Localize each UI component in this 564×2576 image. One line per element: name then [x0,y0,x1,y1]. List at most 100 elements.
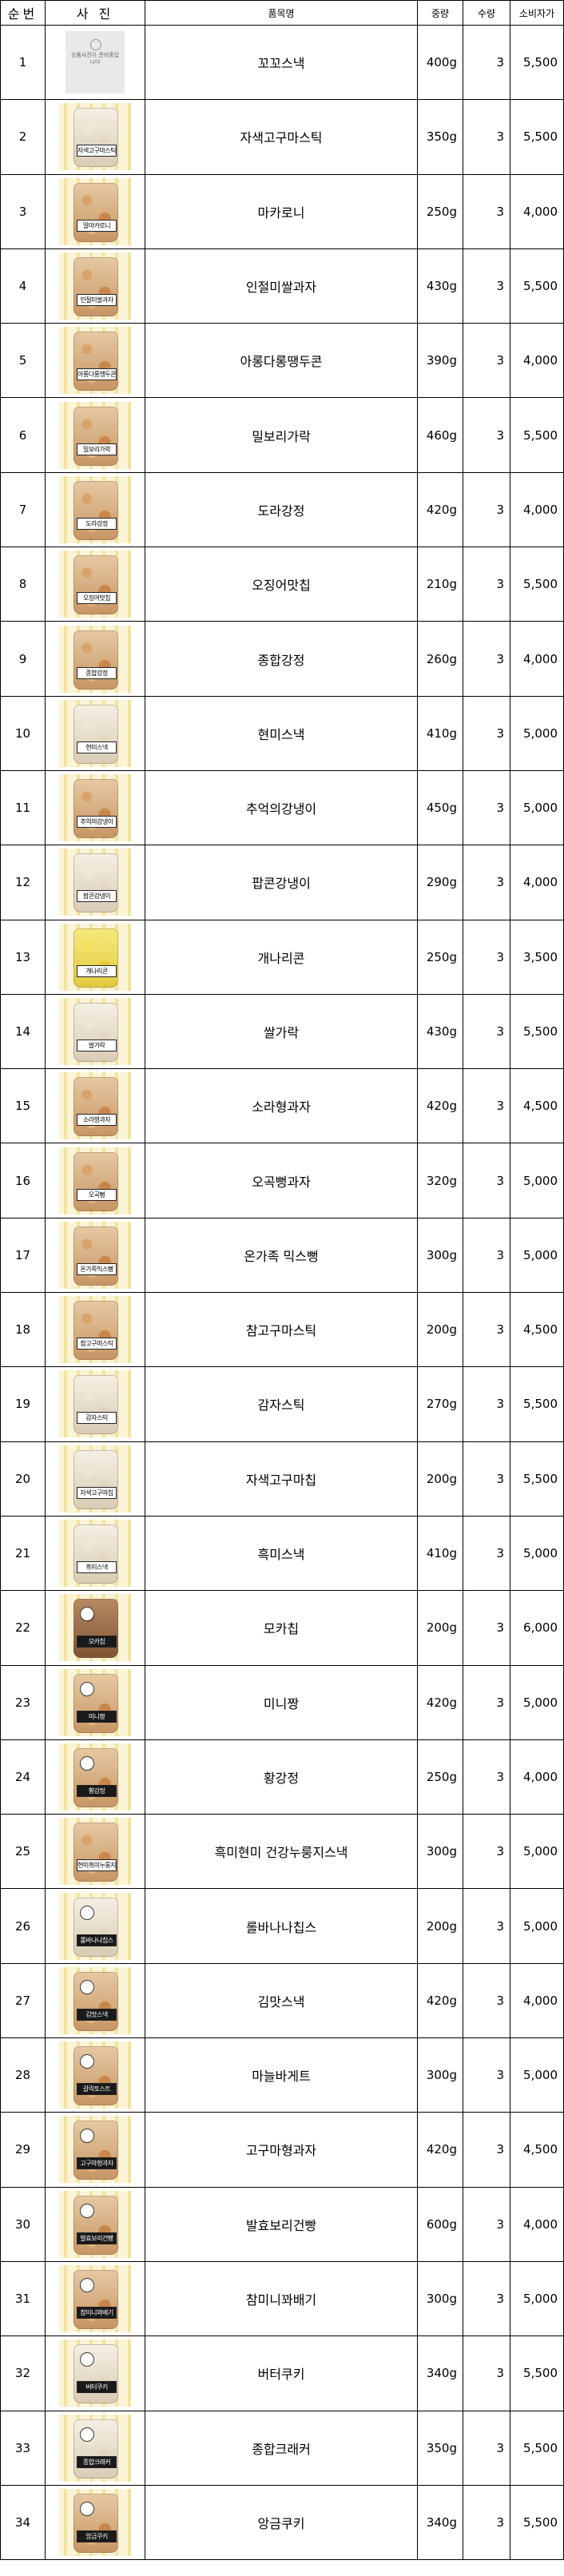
header-price: 소비자가 [510,0,564,26]
row-number: 13 [0,919,46,995]
product-price: 4,500 [510,2112,564,2188]
snack-bag: 자색고구마스틱 [73,108,118,168]
product-image: 쌀가락 [59,998,131,1065]
product-name: 황강정 [145,1739,418,1815]
product-photo: 아롱다롱땡두콘 [45,323,145,399]
bag-label: 도라강정 [77,517,117,530]
product-name: 흑미현미 건강누룽지스낵 [145,1814,418,1890]
table-row: 24 황강정 황강정 250g 3 4,000 [0,1739,564,1815]
photo-placeholder: 상품사진이 준비중입니다 [66,31,125,94]
bag-label: 자색고구마스틱 [77,145,117,157]
snack-bag: 모카칩 [73,1599,118,1659]
product-weight: 200g [417,1441,463,1517]
product-image: 자색고구마스틱 [59,103,131,171]
header-name: 품목명 [145,0,418,26]
bag-label: 팝콘강냉이 [77,890,117,903]
product-weight: 600g [417,2186,463,2262]
product-weight: 250g [417,919,463,995]
header-no: 순번 [0,0,46,26]
snack-bag: 갈릭토스트 [73,2046,118,2106]
product-quantity: 3 [463,993,510,1070]
product-quantity: 3 [463,919,510,995]
product-photo: 온가족믹스뻥 [45,1217,145,1294]
product-photo: 참고구마스틱 [45,1292,145,1368]
placeholder-text: 상품사진이 준비중입니다 [70,52,120,66]
product-quantity: 3 [463,845,510,920]
product-photo: 상품사진이 준비중입니다 [45,24,145,101]
product-price: 5,500 [510,2484,564,2561]
product-price: 5,000 [510,2260,564,2337]
product-name: 모카칩 [145,1590,418,1666]
product-quantity: 3 [463,2410,510,2486]
product-name: 앙금쿠키 [145,2484,418,2561]
bag-label: 오곡뻥 [77,1188,117,1201]
row-number: 26 [0,1888,46,1964]
row-number: 14 [0,993,46,1070]
placeholder-logo-icon [90,39,101,51]
bag-label: 갈릭토스트 [77,2083,117,2096]
table-body: 1 상품사진이 준비중입니다 꼬꼬스낵 400g 3 5,500 2 자색고구마스틱 자색고구마… [0,24,564,2561]
brand-logo-icon [80,2278,94,2293]
product-image: 현미흑미누룽지스낵 [59,1818,131,1886]
product-price: 4,000 [510,471,564,548]
product-weight: 430g [417,993,463,1070]
snack-bag: 종합강정 [73,630,118,690]
product-image: 감자스틱 [59,1370,131,1438]
table-row: 10 현미스낵 현미스낵 410g 3 5,000 [0,695,564,771]
product-image: 오곡뻥 [59,1147,131,1214]
product-weight: 450g [417,769,463,846]
row-number: 12 [0,845,46,920]
row-number: 20 [0,1441,46,1517]
row-number: 33 [0,2410,46,2486]
product-name: 밀보리가락 [145,397,418,473]
product-quantity: 3 [463,695,510,771]
product-name: 오곡뻥과자 [145,1143,418,1218]
header-row: 순번 사 진 품목명 중량 수량 소비자가 [0,0,564,26]
row-number: 11 [0,769,46,846]
product-weight: 270g [417,1366,463,1442]
row-number: 34 [0,2484,46,2561]
row-number: 7 [0,471,46,548]
product-photo: 종합크래커 [45,2410,145,2486]
table-row: 34 앙금쿠키 앙금쿠키 340g 3 5,500 [0,2484,564,2561]
snack-bag: 황강정 [73,1747,118,1807]
header-photo: 사 진 [45,0,145,26]
snack-bag: 말마카로니 [73,182,118,242]
product-weight: 340g [417,2335,463,2411]
product-price: 5,000 [510,769,564,846]
table-row: 5 아롱다롱땡두콘 아롱다롱땡두콘 390g 3 4,000 [0,323,564,399]
product-photo: 종합강정 [45,621,145,697]
product-quantity: 3 [463,1143,510,1218]
brand-logo-icon [80,2054,94,2069]
product-weight: 460g [417,397,463,473]
product-photo: 미니짱 [45,1664,145,1740]
brand-logo-icon [80,2352,94,2367]
header-weight: 중량 [417,0,463,26]
bag-label: 현미흑미누룽지스낵 [77,1859,117,1872]
product-weight: 340g [417,2484,463,2561]
row-number: 31 [0,2260,46,2337]
product-image: 상품사진이 준비중입니다 [59,29,131,96]
product-photo: 추억의강냉이 [45,769,145,846]
table-row: 21 흑미스낵 흑미스낵 410g 3 5,000 [0,1515,564,1592]
product-price: 4,000 [510,1962,564,2039]
product-price: 5,500 [510,397,564,473]
bag-label: 자색고구마칩 [77,1486,117,1499]
product-photo: 오곡뻥 [45,1143,145,1218]
product-name: 오징어맛칩 [145,547,418,622]
product-name: 참미니꽈배기 [145,2260,418,2337]
product-price: 5,000 [510,1515,564,1592]
snack-bag: 개나리콘 [73,928,118,988]
product-quantity: 3 [463,621,510,697]
product-image: 참고구마스틱 [59,1296,131,1364]
product-quantity: 3 [463,1441,510,1517]
brand-logo-icon [80,2501,94,2516]
bag-label: 참고구마스틱 [77,1338,117,1350]
product-price: 5,500 [510,993,564,1070]
row-number: 18 [0,1292,46,1368]
product-photo: 황강정 [45,1739,145,1815]
snack-bag: 오징어맛칩 [73,555,118,615]
snack-bag: 버터쿠키 [73,2344,118,2404]
row-number: 15 [0,1068,46,1144]
